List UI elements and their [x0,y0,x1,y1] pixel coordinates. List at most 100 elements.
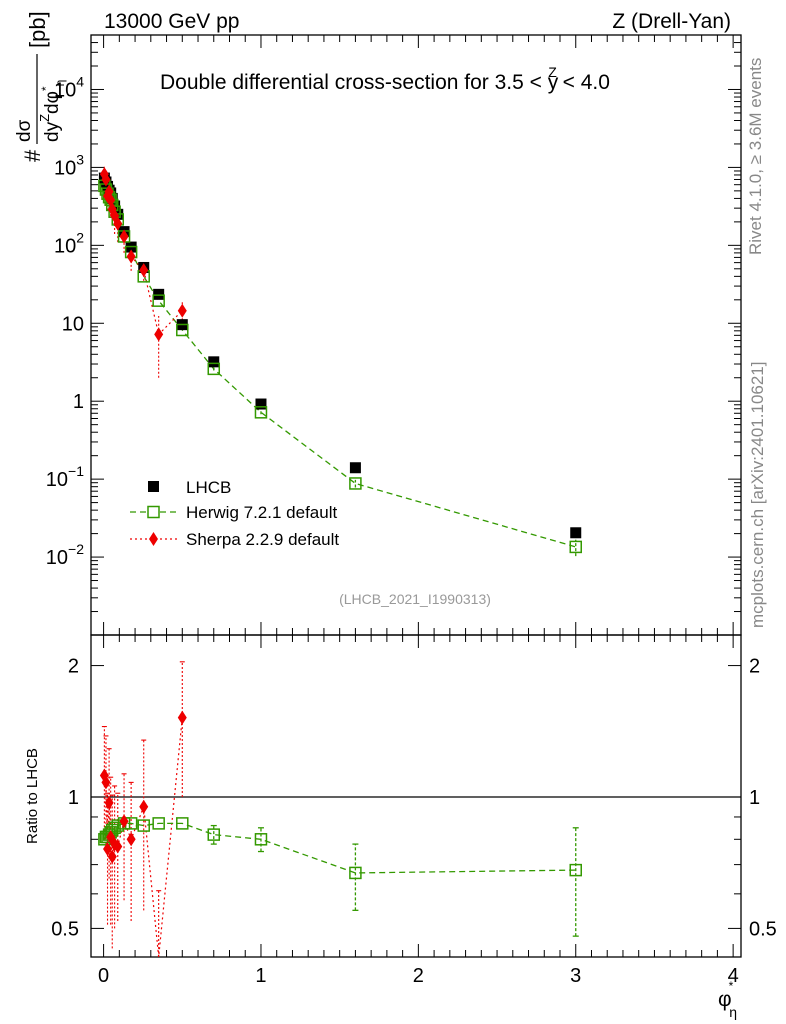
analysis-id: (LHCB_2021_I1990313) [339,591,491,607]
herwig-point [569,540,582,554]
y-tick-label: 102 [54,229,84,257]
y-tick-label: 10 [62,313,84,335]
y-tick-label-exponent: −1 [68,463,84,479]
legend-label-herwig: Herwig 7.2.1 default [186,503,337,522]
ratio-sherpa-point [107,849,117,864]
title-prefix: Double differential cross-section for 3.… [160,71,548,94]
herwig-point [152,294,165,307]
y-tick-label-exponent: 4 [76,73,84,89]
y-tick-label: 10−2 [46,541,84,569]
sherpa-point [101,172,111,187]
legend: LHCB Herwig 7.2.1 default Sherpa 2.2.9 d… [130,478,339,549]
herwig-line [103,185,576,548]
header-right: Z (Drell-Yan) [612,10,731,33]
sherpa-point [113,216,123,231]
ylabel-den-star: * [39,86,53,91]
ratio-sherpa-point [126,832,136,847]
header-left: 13000 GeV pp [104,10,239,33]
ratio-ylabel: Ratio to LHCB [24,748,41,844]
y-tick-label-base: 10 [54,157,76,179]
y-tick-label-exponent: −2 [68,541,84,557]
x-tick-label: 1 [255,965,266,987]
legend-label-sherpa: Sherpa 2.2.9 default [186,530,339,549]
ylabel-den-phi: dφ [42,91,63,114]
y-tick-label: 1 [73,391,84,413]
x-tick-label: 4 [728,965,739,987]
legend-marker-sherpa [149,532,158,546]
main-axis-ticks [91,34,741,636]
x-axis-label: φ* η [718,979,737,1020]
ratio-sherpa-point [104,795,114,810]
y-tick-label: 104 [54,73,84,101]
ratio-frame [90,634,742,958]
ratio-axis-ticks [91,635,741,957]
ratio-y-tick-label-right: 0.5 [749,918,777,940]
herwig-point [176,323,189,337]
legend-marker-herwig [147,505,160,519]
y-tick-label-base: 10 [54,235,76,257]
ratio-y-tick-label-left: 1 [68,787,79,809]
x-tick-label: 0 [98,965,109,987]
y-tick-label-base: 1 [73,391,84,413]
ratio-herwig-point [176,817,189,830]
ratio-sherpa-point [113,839,123,854]
y-tick-label-exponent: 2 [76,229,84,245]
ylabel-den-dy: dy [42,121,63,142]
main-data [98,166,582,557]
y-tick-label-base: 10 [54,79,76,101]
sherpa-point [139,263,149,278]
title-var: y [548,71,559,94]
ratio-y-tick-label-left: 2 [68,656,79,678]
mcplots-label: mcplots.cern.ch [arXiv:2401.10621] [748,362,767,628]
herwig-point [207,362,221,376]
xlabel-sub: η [729,1004,737,1020]
herwig-point [254,406,268,419]
ratio-herwig-line [103,822,576,874]
ratio-sherpa-point [103,842,113,857]
ratio-y-tick-label-right: 1 [749,787,760,809]
y-tick-label-base: 10 [62,313,84,335]
x-tick-label: 2 [413,965,424,987]
herwig-point [349,477,362,490]
lhcb-point [349,462,361,474]
xlabel-phi: φ [718,988,732,1011]
y-tick-label-base: 10 [46,469,68,491]
y-tick-label-base: 10 [46,547,68,569]
y-tick-label: 103 [54,151,84,179]
ylabel-unit: [pb] [25,11,50,48]
ratio-sherpa-point [177,710,187,725]
ratio-sherpa-point [101,775,111,790]
ratio-y-tick-label-left: 0.5 [51,918,79,940]
ylabel-numerator: dσ [14,119,35,142]
ratio-herwig-point [108,821,121,835]
ratio-panel: 0.5 0.5 1 1 2 2 0 1 2 3 4 Ratio to LHCB φ* η [24,634,777,1020]
ratio-herwig-point [207,828,221,841]
title-sup: Z [548,64,557,80]
ylabel-hash: # [20,149,45,162]
ylabel-den-sub: η [53,80,67,87]
sherpa-point [119,229,129,244]
x-tick-label: 3 [570,965,581,987]
lhcb-point [153,288,165,300]
title-suffix: < 4.0 [557,71,610,94]
ratio-herwig-point [569,863,582,877]
main-ylabel: # dσ dyZdφ*η [pb] [14,11,67,162]
ylabel-denominator: dyZdφ*η [37,80,67,142]
ylabel-den-sup: Z [37,114,52,122]
sherpa-point [126,249,136,264]
ratio-herwig-point [349,866,362,880]
y-tick-label-exponent: 3 [76,151,84,167]
legend-marker-lhcb [148,481,159,492]
sherpa-point [177,303,187,318]
legend-label-lhcb: LHCB [186,478,231,497]
xlabel-star: * [729,979,734,993]
ratio-herwig-point [254,833,268,846]
lhcb-point [208,356,220,368]
lhcb-point [570,527,582,539]
y-tick-label: 10−1 [46,463,84,491]
ratio-herwig-point [152,817,165,830]
ratio-sherpa-point [119,814,129,829]
